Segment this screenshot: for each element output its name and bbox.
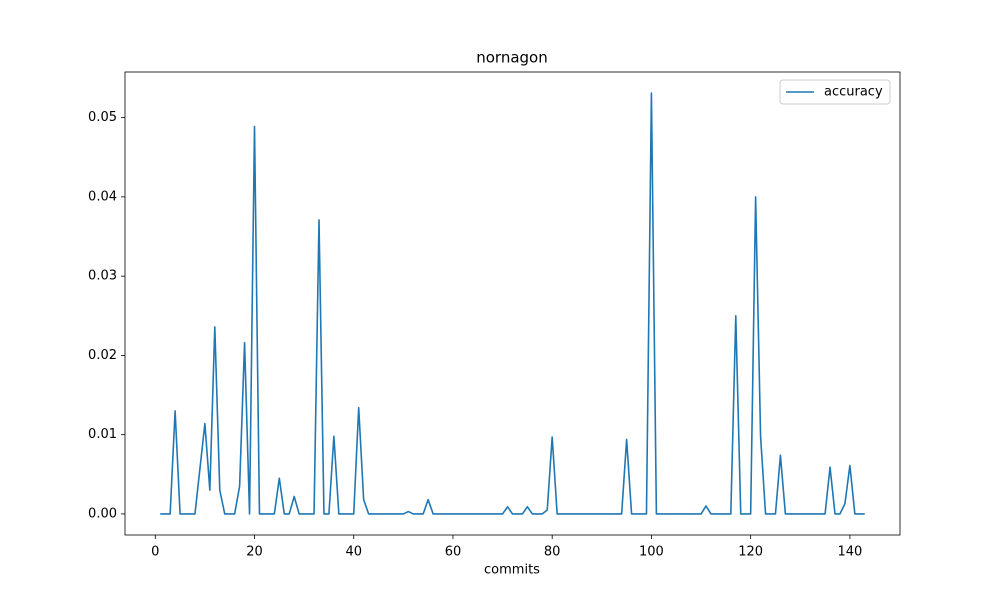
x-tick-label: 60 bbox=[445, 545, 462, 560]
y-tick-label: 0.01 bbox=[88, 427, 117, 442]
y-tick-label: 0.05 bbox=[88, 110, 117, 125]
x-tick-label: 80 bbox=[544, 545, 561, 560]
plot-frame bbox=[124, 71, 901, 536]
x-tick-label: 40 bbox=[345, 545, 362, 560]
x-tick-label: 0 bbox=[151, 545, 159, 560]
y-tick-label: 0.03 bbox=[88, 269, 117, 284]
x-tick-label: 100 bbox=[639, 545, 664, 560]
x-tick-label: 140 bbox=[837, 545, 862, 560]
data-line bbox=[160, 92, 865, 515]
legend-label: accuracy bbox=[824, 85, 883, 100]
x-axis-label: commits bbox=[484, 563, 540, 578]
x-tick-label: 20 bbox=[246, 545, 263, 560]
legend-box bbox=[779, 79, 891, 105]
y-tick-label: 0.00 bbox=[88, 506, 117, 521]
y-tick-label: 0.02 bbox=[88, 348, 117, 363]
y-tick-label: 0.04 bbox=[88, 189, 117, 204]
chart-title: nornagon bbox=[476, 49, 548, 67]
x-tick-label: 120 bbox=[738, 545, 763, 560]
